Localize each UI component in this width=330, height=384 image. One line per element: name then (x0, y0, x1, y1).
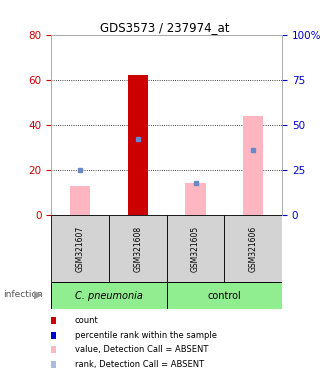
Text: GSM321605: GSM321605 (191, 225, 200, 272)
Text: GSM321607: GSM321607 (76, 225, 84, 272)
Bar (109, 215, 167, 282)
Text: C. pneumonia: C. pneumonia (75, 291, 143, 301)
Bar (70, 186, 90, 215)
Bar (128, 75, 148, 215)
Bar (185, 184, 206, 215)
Bar (167, 282, 282, 309)
Text: ▶: ▶ (34, 290, 42, 300)
Text: GSM321606: GSM321606 (249, 225, 258, 272)
Text: rank, Detection Call = ABSENT: rank, Detection Call = ABSENT (75, 360, 204, 369)
Bar (51, 215, 109, 282)
Text: GSM321608: GSM321608 (133, 225, 142, 272)
Text: control: control (208, 291, 241, 301)
Text: value, Detection Call = ABSENT: value, Detection Call = ABSENT (75, 345, 208, 354)
Bar (224, 215, 282, 282)
Text: percentile rank within the sample: percentile rank within the sample (75, 331, 217, 340)
Bar (51, 282, 167, 309)
Text: count: count (75, 316, 99, 325)
Bar (167, 215, 224, 282)
Bar (243, 116, 263, 215)
Text: infection: infection (3, 290, 43, 300)
Text: GDS3573 / 237974_at: GDS3573 / 237974_at (100, 21, 230, 34)
